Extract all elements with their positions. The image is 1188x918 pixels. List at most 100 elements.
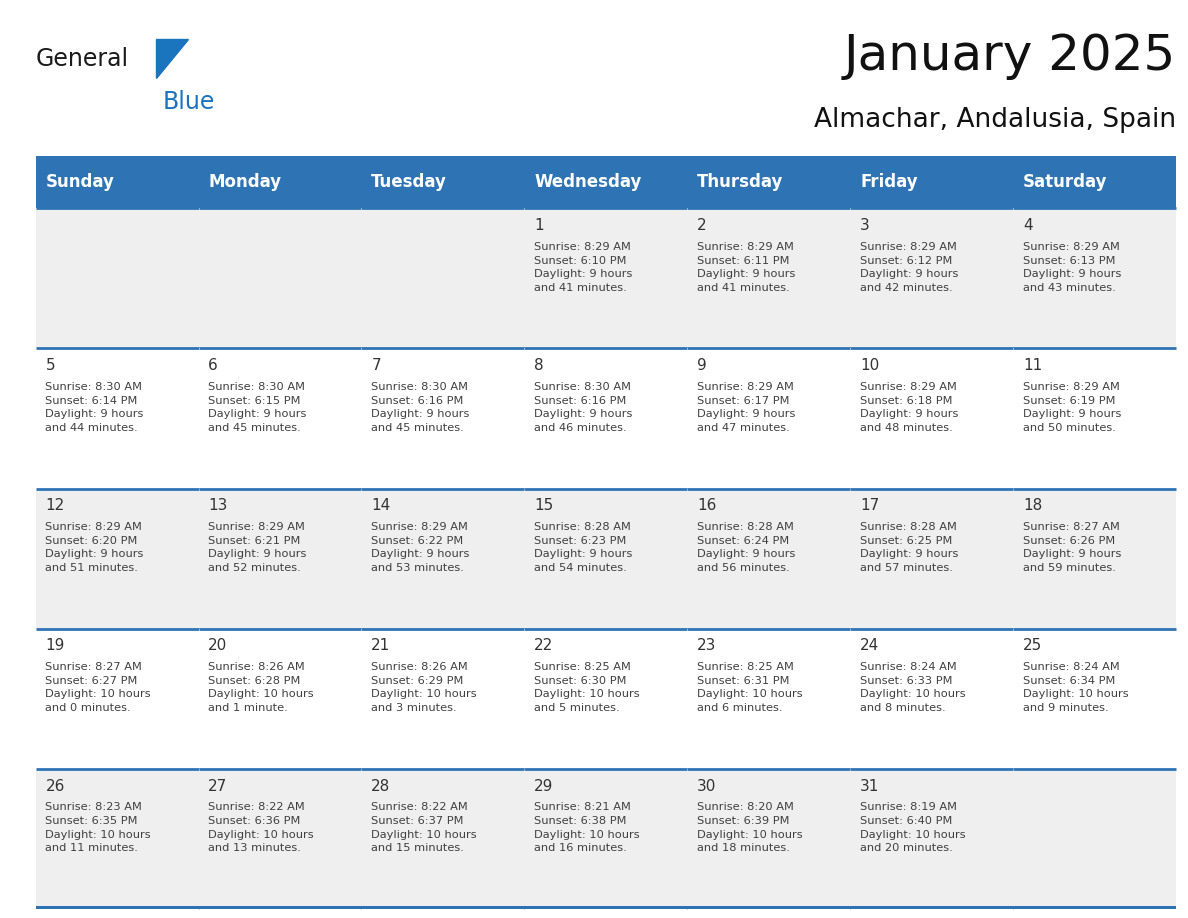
- Text: Sunrise: 8:30 AM
Sunset: 6:16 PM
Daylight: 9 hours
and 45 minutes.: Sunrise: 8:30 AM Sunset: 6:16 PM Dayligh…: [372, 382, 469, 433]
- Text: 28: 28: [372, 778, 391, 793]
- FancyBboxPatch shape: [851, 629, 1013, 768]
- FancyBboxPatch shape: [524, 629, 688, 768]
- FancyBboxPatch shape: [688, 349, 851, 488]
- FancyBboxPatch shape: [688, 488, 851, 629]
- Text: 7: 7: [372, 358, 381, 374]
- FancyBboxPatch shape: [851, 156, 1013, 208]
- Text: Thursday: Thursday: [697, 174, 784, 191]
- Text: Sunrise: 8:29 AM
Sunset: 6:13 PM
Daylight: 9 hours
and 43 minutes.: Sunrise: 8:29 AM Sunset: 6:13 PM Dayligh…: [1023, 242, 1121, 293]
- Text: 5: 5: [45, 358, 55, 374]
- Text: Sunrise: 8:25 AM
Sunset: 6:30 PM
Daylight: 10 hours
and 5 minutes.: Sunrise: 8:25 AM Sunset: 6:30 PM Dayligh…: [535, 662, 640, 713]
- Text: 22: 22: [535, 638, 554, 654]
- Text: Sunrise: 8:29 AM
Sunset: 6:17 PM
Daylight: 9 hours
and 47 minutes.: Sunrise: 8:29 AM Sunset: 6:17 PM Dayligh…: [697, 382, 796, 433]
- Text: 21: 21: [372, 638, 391, 654]
- Text: Sunrise: 8:28 AM
Sunset: 6:23 PM
Daylight: 9 hours
and 54 minutes.: Sunrise: 8:28 AM Sunset: 6:23 PM Dayligh…: [535, 522, 632, 573]
- FancyBboxPatch shape: [1013, 156, 1176, 208]
- Text: Saturday: Saturday: [1023, 174, 1107, 191]
- FancyBboxPatch shape: [198, 768, 361, 909]
- FancyBboxPatch shape: [198, 156, 361, 208]
- Text: 25: 25: [1023, 638, 1042, 654]
- Text: Sunday: Sunday: [45, 174, 114, 191]
- FancyBboxPatch shape: [36, 906, 1176, 909]
- FancyBboxPatch shape: [361, 488, 524, 629]
- Text: 3: 3: [860, 218, 870, 233]
- FancyBboxPatch shape: [1013, 208, 1176, 349]
- FancyBboxPatch shape: [198, 629, 361, 768]
- Text: Sunrise: 8:25 AM
Sunset: 6:31 PM
Daylight: 10 hours
and 6 minutes.: Sunrise: 8:25 AM Sunset: 6:31 PM Dayligh…: [697, 662, 803, 713]
- Text: Sunrise: 8:28 AM
Sunset: 6:25 PM
Daylight: 9 hours
and 57 minutes.: Sunrise: 8:28 AM Sunset: 6:25 PM Dayligh…: [860, 522, 959, 573]
- Text: Sunrise: 8:29 AM
Sunset: 6:22 PM
Daylight: 9 hours
and 53 minutes.: Sunrise: 8:29 AM Sunset: 6:22 PM Dayligh…: [372, 522, 469, 573]
- FancyBboxPatch shape: [1013, 629, 1176, 768]
- Text: Monday: Monday: [208, 174, 282, 191]
- FancyBboxPatch shape: [851, 208, 1013, 349]
- Text: Sunrise: 8:29 AM
Sunset: 6:11 PM
Daylight: 9 hours
and 41 minutes.: Sunrise: 8:29 AM Sunset: 6:11 PM Dayligh…: [697, 242, 796, 293]
- Text: Sunrise: 8:20 AM
Sunset: 6:39 PM
Daylight: 10 hours
and 18 minutes.: Sunrise: 8:20 AM Sunset: 6:39 PM Dayligh…: [697, 802, 803, 853]
- FancyBboxPatch shape: [361, 768, 524, 909]
- FancyBboxPatch shape: [36, 156, 198, 208]
- Text: 9: 9: [697, 358, 707, 374]
- Text: Sunrise: 8:21 AM
Sunset: 6:38 PM
Daylight: 10 hours
and 16 minutes.: Sunrise: 8:21 AM Sunset: 6:38 PM Dayligh…: [535, 802, 640, 853]
- Text: Sunrise: 8:29 AM
Sunset: 6:20 PM
Daylight: 9 hours
and 51 minutes.: Sunrise: 8:29 AM Sunset: 6:20 PM Dayligh…: [45, 522, 144, 573]
- Text: Sunrise: 8:22 AM
Sunset: 6:37 PM
Daylight: 10 hours
and 15 minutes.: Sunrise: 8:22 AM Sunset: 6:37 PM Dayligh…: [372, 802, 476, 853]
- FancyBboxPatch shape: [36, 768, 198, 909]
- Text: 11: 11: [1023, 358, 1042, 374]
- Text: Sunrise: 8:29 AM
Sunset: 6:21 PM
Daylight: 9 hours
and 52 minutes.: Sunrise: 8:29 AM Sunset: 6:21 PM Dayligh…: [208, 522, 307, 573]
- Text: 17: 17: [860, 498, 879, 513]
- Text: 8: 8: [535, 358, 544, 374]
- FancyBboxPatch shape: [198, 208, 361, 349]
- FancyBboxPatch shape: [361, 156, 524, 208]
- Text: 14: 14: [372, 498, 391, 513]
- FancyBboxPatch shape: [36, 488, 198, 629]
- Text: 23: 23: [697, 638, 716, 654]
- Text: 31: 31: [860, 778, 879, 793]
- FancyBboxPatch shape: [524, 349, 688, 488]
- FancyBboxPatch shape: [36, 208, 198, 349]
- FancyBboxPatch shape: [851, 768, 1013, 909]
- FancyBboxPatch shape: [851, 488, 1013, 629]
- FancyBboxPatch shape: [1013, 488, 1176, 629]
- Text: Sunrise: 8:26 AM
Sunset: 6:29 PM
Daylight: 10 hours
and 3 minutes.: Sunrise: 8:26 AM Sunset: 6:29 PM Dayligh…: [372, 662, 476, 713]
- Text: Sunrise: 8:27 AM
Sunset: 6:27 PM
Daylight: 10 hours
and 0 minutes.: Sunrise: 8:27 AM Sunset: 6:27 PM Dayligh…: [45, 662, 151, 713]
- Text: Sunrise: 8:26 AM
Sunset: 6:28 PM
Daylight: 10 hours
and 1 minute.: Sunrise: 8:26 AM Sunset: 6:28 PM Dayligh…: [208, 662, 314, 713]
- Text: Tuesday: Tuesday: [372, 174, 447, 191]
- Text: 1: 1: [535, 218, 544, 233]
- Text: 29: 29: [535, 778, 554, 793]
- FancyBboxPatch shape: [361, 349, 524, 488]
- FancyBboxPatch shape: [688, 208, 851, 349]
- Text: 15: 15: [535, 498, 554, 513]
- FancyBboxPatch shape: [688, 156, 851, 208]
- Text: Sunrise: 8:30 AM
Sunset: 6:16 PM
Daylight: 9 hours
and 46 minutes.: Sunrise: 8:30 AM Sunset: 6:16 PM Dayligh…: [535, 382, 632, 433]
- Text: Sunrise: 8:29 AM
Sunset: 6:12 PM
Daylight: 9 hours
and 42 minutes.: Sunrise: 8:29 AM Sunset: 6:12 PM Dayligh…: [860, 242, 959, 293]
- Text: Sunrise: 8:22 AM
Sunset: 6:36 PM
Daylight: 10 hours
and 13 minutes.: Sunrise: 8:22 AM Sunset: 6:36 PM Dayligh…: [208, 802, 314, 853]
- Text: 16: 16: [697, 498, 716, 513]
- FancyBboxPatch shape: [198, 349, 361, 488]
- FancyBboxPatch shape: [198, 488, 361, 629]
- Polygon shape: [156, 39, 188, 78]
- FancyBboxPatch shape: [524, 208, 688, 349]
- FancyBboxPatch shape: [688, 629, 851, 768]
- Text: 2: 2: [697, 218, 707, 233]
- Text: 13: 13: [208, 498, 228, 513]
- FancyBboxPatch shape: [1013, 768, 1176, 909]
- Text: Sunrise: 8:24 AM
Sunset: 6:34 PM
Daylight: 10 hours
and 9 minutes.: Sunrise: 8:24 AM Sunset: 6:34 PM Dayligh…: [1023, 662, 1129, 713]
- FancyBboxPatch shape: [361, 629, 524, 768]
- Text: Sunrise: 8:29 AM
Sunset: 6:18 PM
Daylight: 9 hours
and 48 minutes.: Sunrise: 8:29 AM Sunset: 6:18 PM Dayligh…: [860, 382, 959, 433]
- Text: General: General: [36, 48, 128, 72]
- Text: Sunrise: 8:30 AM
Sunset: 6:15 PM
Daylight: 9 hours
and 45 minutes.: Sunrise: 8:30 AM Sunset: 6:15 PM Dayligh…: [208, 382, 307, 433]
- Text: 10: 10: [860, 358, 879, 374]
- FancyBboxPatch shape: [1013, 349, 1176, 488]
- Text: Friday: Friday: [860, 174, 917, 191]
- Text: 4: 4: [1023, 218, 1032, 233]
- Text: Almachar, Andalusia, Spain: Almachar, Andalusia, Spain: [814, 107, 1176, 133]
- Text: Sunrise: 8:23 AM
Sunset: 6:35 PM
Daylight: 10 hours
and 11 minutes.: Sunrise: 8:23 AM Sunset: 6:35 PM Dayligh…: [45, 802, 151, 853]
- Text: 12: 12: [45, 498, 64, 513]
- Text: Sunrise: 8:29 AM
Sunset: 6:10 PM
Daylight: 9 hours
and 41 minutes.: Sunrise: 8:29 AM Sunset: 6:10 PM Dayligh…: [535, 242, 632, 293]
- Text: Sunrise: 8:29 AM
Sunset: 6:19 PM
Daylight: 9 hours
and 50 minutes.: Sunrise: 8:29 AM Sunset: 6:19 PM Dayligh…: [1023, 382, 1121, 433]
- Text: Sunrise: 8:24 AM
Sunset: 6:33 PM
Daylight: 10 hours
and 8 minutes.: Sunrise: 8:24 AM Sunset: 6:33 PM Dayligh…: [860, 662, 966, 713]
- FancyBboxPatch shape: [688, 768, 851, 909]
- Text: Sunrise: 8:30 AM
Sunset: 6:14 PM
Daylight: 9 hours
and 44 minutes.: Sunrise: 8:30 AM Sunset: 6:14 PM Dayligh…: [45, 382, 144, 433]
- Text: Sunrise: 8:28 AM
Sunset: 6:24 PM
Daylight: 9 hours
and 56 minutes.: Sunrise: 8:28 AM Sunset: 6:24 PM Dayligh…: [697, 522, 796, 573]
- Text: 24: 24: [860, 638, 879, 654]
- Text: Sunrise: 8:27 AM
Sunset: 6:26 PM
Daylight: 9 hours
and 59 minutes.: Sunrise: 8:27 AM Sunset: 6:26 PM Dayligh…: [1023, 522, 1121, 573]
- Text: 20: 20: [208, 638, 228, 654]
